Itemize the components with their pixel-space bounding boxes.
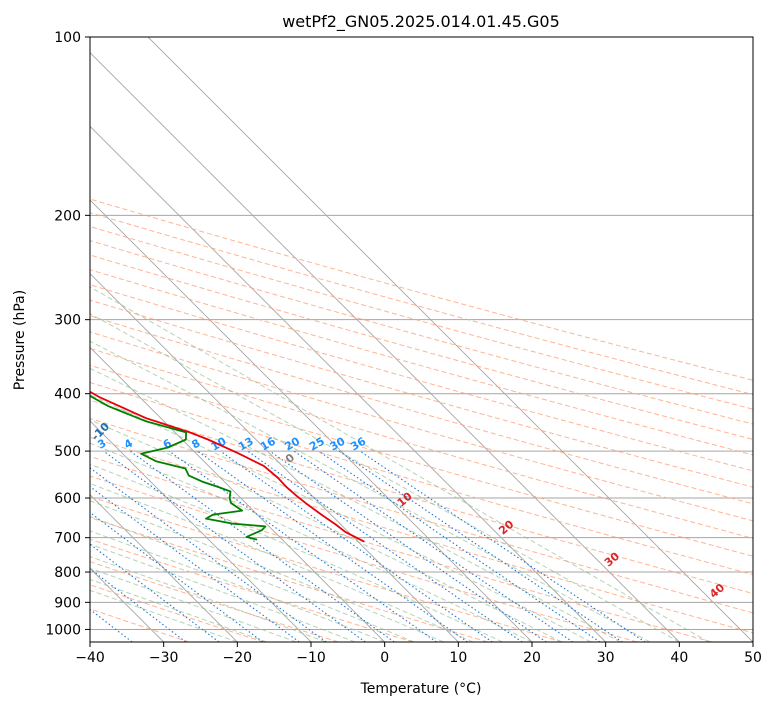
y-tick-label: 200	[54, 208, 81, 224]
mixing-ratio-line	[103, 450, 366, 642]
isotherm-line	[90, 420, 312, 642]
mixing-ratio-line	[197, 450, 468, 642]
x-tick-label: −10	[296, 650, 326, 666]
dry-adiabat-line	[90, 198, 753, 381]
x-tick-label: −30	[149, 650, 179, 666]
moist-adiabat-line	[90, 286, 710, 642]
y-tick-label: 800	[54, 565, 81, 581]
dry-adiabat-line	[90, 496, 563, 642]
moist-adiabat-line	[90, 419, 562, 642]
moist-adiabat-line	[90, 394, 592, 642]
y-tick-label: 700	[54, 531, 81, 547]
isotherm-line	[90, 52, 680, 642]
dry-adiabat-line	[90, 240, 753, 425]
mixing-ratio-line	[359, 450, 646, 642]
plot-frame	[89, 36, 754, 643]
mixing-ratio-line	[220, 450, 493, 642]
x-tick-label: 30	[597, 650, 615, 666]
axis-ticks: −40 −30 −20 −10 0 10 20 30 40 50 100 200 300 400 500 60…	[45, 30, 762, 666]
isotherm-line	[90, 346, 385, 642]
dry-adiabat-line	[90, 225, 753, 410]
x-tick-label: 40	[670, 650, 688, 666]
dry-adiabat-line	[90, 475, 638, 642]
moist-adiabat-line	[90, 442, 533, 642]
dry-adiabat-line	[90, 331, 753, 522]
y-tick-label: 900	[54, 595, 81, 611]
dry-adiabat-line	[90, 517, 488, 642]
x-tick-label: −20	[223, 650, 253, 666]
moist-adiabat-line	[90, 589, 238, 642]
dry-adiabat-line	[90, 381, 753, 576]
x-tick-label: 10	[449, 650, 467, 666]
y-tick-label: 600	[54, 491, 81, 507]
mixing-ratio-line	[338, 450, 623, 642]
x-tick-label: −40	[75, 650, 105, 666]
chart-title: wetPf2_GN05.2025.014.01.45.G05	[282, 12, 560, 32]
y-axis-label: Pressure (hPa)	[12, 290, 28, 390]
dry-adiabat-line	[90, 364, 753, 557]
y-tick-label: 500	[54, 444, 81, 460]
temperature-profile	[90, 390, 365, 543]
moist-adiabat-line	[90, 463, 503, 642]
mixing-ratio-line	[90, 543, 220, 642]
dry-adiabat-line	[90, 417, 753, 614]
dry-adiabat-line	[90, 212, 753, 396]
mixing-ratio-line	[90, 467, 327, 642]
dry-adiabat-line	[90, 561, 339, 642]
isotherm-line	[90, 125, 606, 642]
moist-adiabat-line	[90, 313, 680, 642]
x-tick-label: 20	[523, 650, 541, 666]
mixing-ratio-line	[269, 450, 547, 642]
isotherm-line	[90, 494, 238, 642]
y-tick-label: 100	[54, 30, 81, 46]
mixing-ratio-line	[129, 450, 395, 642]
x-tick-label: 0	[380, 650, 389, 666]
dewpoint-profile	[90, 394, 267, 541]
moist-adiabat-line	[90, 340, 651, 642]
dry-adiabat-line	[90, 455, 712, 642]
isotherm-line	[147, 37, 753, 642]
moist-adiabat-line	[90, 543, 356, 642]
moist-adiabat-line	[90, 556, 326, 642]
y-tick-label: 1000	[45, 622, 81, 638]
moist-adiabat-line	[90, 515, 415, 642]
dry-adiabat-line	[90, 254, 753, 440]
background-lines	[90, 37, 753, 642]
y-tick-label: 400	[54, 387, 81, 403]
profiles	[90, 390, 365, 543]
x-axis-label: Temperature (°C)	[360, 681, 482, 697]
dry-adiabat-line	[90, 269, 753, 456]
mixing-ratio-line	[247, 450, 523, 642]
x-tick-label: 50	[744, 650, 762, 666]
y-tick-label: 300	[54, 313, 81, 329]
moist-adiabat-line	[90, 482, 474, 642]
mixing-ratio-line	[168, 450, 437, 642]
